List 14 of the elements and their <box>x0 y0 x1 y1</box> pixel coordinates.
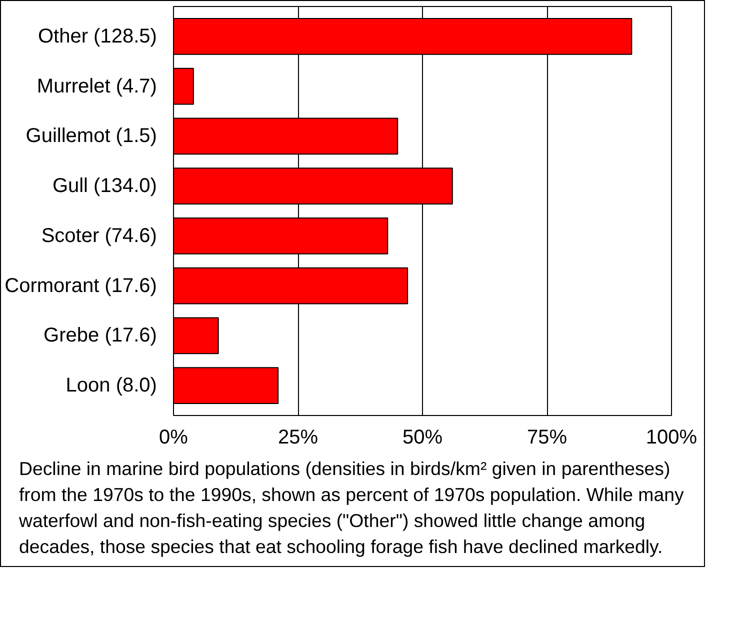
y-tick-label: Grebe (17.6) <box>44 324 157 347</box>
y-tick-label: Scoter (74.6) <box>41 224 157 247</box>
y-tick-label: Other (128.5) <box>38 25 157 48</box>
y-tick-label: Loon (8.0) <box>66 374 157 397</box>
x-tick-label: 100% <box>646 426 698 448</box>
y-tick-label: Guillemot (1.5) <box>26 125 157 148</box>
y-tick-label: Cormorant (17.6) <box>4 274 157 297</box>
x-tick-label: 75% <box>526 426 568 448</box>
x-tick-label: 0% <box>159 426 188 448</box>
y-tick-label: Gull (134.0) <box>52 175 157 198</box>
x-tick-label: 50% <box>402 426 443 448</box>
y-tick-label: Murrelet (4.7) <box>36 75 157 98</box>
text: Decline in marine bird populations (densities in birds/km² given in parentheses) from the 1970s to the 1990s, shown as percent of 1970s population. While many waterfowl and non-fish-eating species ("Other") showed little change among decades, those species that eat schooling forage fish have declined markedly. <box>19 457 685 560</box>
x-tick-label: 25% <box>278 426 318 448</box>
